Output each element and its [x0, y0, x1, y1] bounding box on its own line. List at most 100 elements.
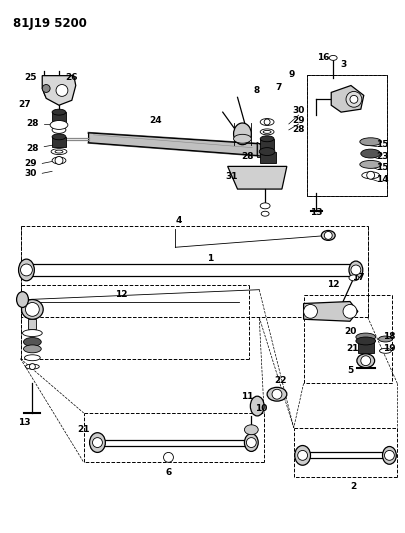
Circle shape — [297, 450, 307, 461]
Ellipse shape — [17, 292, 28, 308]
Ellipse shape — [260, 129, 273, 135]
Circle shape — [29, 364, 35, 369]
Text: 13: 13 — [309, 208, 322, 217]
Ellipse shape — [90, 433, 105, 453]
Ellipse shape — [23, 345, 41, 353]
Bar — [306, 75, 386, 196]
Ellipse shape — [328, 55, 336, 60]
Text: 28: 28 — [241, 152, 253, 161]
Ellipse shape — [260, 211, 269, 216]
Ellipse shape — [51, 149, 67, 155]
Ellipse shape — [52, 126, 66, 133]
Ellipse shape — [266, 387, 286, 401]
Text: 18: 18 — [382, 332, 395, 341]
Ellipse shape — [50, 120, 68, 130]
Ellipse shape — [250, 396, 264, 416]
Ellipse shape — [24, 355, 40, 361]
Ellipse shape — [321, 230, 335, 240]
Text: 26: 26 — [66, 73, 78, 82]
Text: 22: 22 — [274, 376, 286, 385]
Text: 28: 28 — [292, 125, 304, 134]
Circle shape — [55, 157, 63, 164]
Text: 12: 12 — [115, 290, 127, 299]
Bar — [260, 139, 273, 149]
Bar — [52, 112, 66, 122]
Ellipse shape — [294, 446, 310, 465]
Circle shape — [42, 85, 50, 92]
Text: 25: 25 — [24, 73, 36, 82]
Ellipse shape — [260, 136, 273, 142]
Text: 31: 31 — [225, 172, 237, 181]
Ellipse shape — [233, 134, 251, 143]
Circle shape — [163, 453, 173, 462]
Text: 10: 10 — [254, 403, 267, 413]
Bar — [260, 151, 275, 164]
Circle shape — [342, 304, 356, 318]
Ellipse shape — [55, 150, 63, 153]
Text: 7: 7 — [275, 83, 281, 92]
Circle shape — [26, 303, 39, 316]
Circle shape — [303, 304, 317, 318]
Ellipse shape — [361, 172, 379, 179]
Ellipse shape — [260, 118, 273, 125]
Polygon shape — [88, 133, 257, 156]
Polygon shape — [227, 166, 286, 189]
Text: 81J19 5200: 81J19 5200 — [13, 18, 86, 30]
Ellipse shape — [359, 138, 381, 146]
Ellipse shape — [22, 329, 42, 336]
Polygon shape — [330, 85, 363, 112]
Text: 12: 12 — [326, 280, 339, 289]
Ellipse shape — [258, 148, 274, 156]
Circle shape — [21, 264, 32, 276]
Circle shape — [92, 438, 102, 448]
Text: 9: 9 — [288, 70, 294, 79]
Text: 28: 28 — [26, 144, 38, 153]
Ellipse shape — [348, 261, 362, 279]
Text: 8: 8 — [252, 86, 259, 95]
Circle shape — [349, 95, 357, 103]
Ellipse shape — [19, 259, 34, 281]
Ellipse shape — [360, 149, 379, 158]
Polygon shape — [303, 302, 357, 321]
Text: 29: 29 — [24, 159, 36, 168]
Text: 11: 11 — [241, 392, 253, 401]
Circle shape — [384, 450, 393, 461]
Ellipse shape — [348, 275, 358, 281]
Circle shape — [56, 85, 68, 96]
Text: 30: 30 — [292, 106, 304, 115]
Ellipse shape — [21, 300, 43, 319]
Text: 2: 2 — [349, 482, 355, 491]
Ellipse shape — [355, 337, 375, 345]
Ellipse shape — [379, 349, 390, 353]
Text: 21: 21 — [346, 344, 358, 353]
Circle shape — [350, 265, 360, 275]
Text: 15: 15 — [375, 140, 388, 149]
Text: 3: 3 — [339, 60, 345, 69]
Circle shape — [324, 231, 331, 239]
Text: 1: 1 — [206, 254, 213, 263]
Text: 21: 21 — [77, 425, 90, 434]
Text: 15: 15 — [375, 163, 388, 172]
Text: 4: 4 — [175, 216, 181, 225]
Text: 23: 23 — [375, 152, 388, 161]
Text: 14: 14 — [375, 175, 388, 184]
Text: 30: 30 — [24, 169, 36, 178]
Text: 27: 27 — [18, 100, 31, 109]
Circle shape — [360, 356, 370, 366]
Ellipse shape — [359, 160, 381, 168]
Ellipse shape — [23, 337, 41, 346]
Text: 5: 5 — [346, 366, 352, 375]
Ellipse shape — [244, 425, 258, 435]
Ellipse shape — [26, 364, 39, 369]
Bar — [28, 319, 36, 329]
Text: 29: 29 — [292, 116, 304, 125]
Bar — [257, 143, 262, 157]
Circle shape — [264, 119, 269, 125]
Text: 17: 17 — [351, 273, 363, 282]
Ellipse shape — [355, 333, 375, 341]
Ellipse shape — [382, 447, 395, 464]
Ellipse shape — [52, 157, 66, 164]
Ellipse shape — [377, 336, 391, 342]
Circle shape — [366, 171, 374, 179]
Circle shape — [246, 438, 256, 448]
